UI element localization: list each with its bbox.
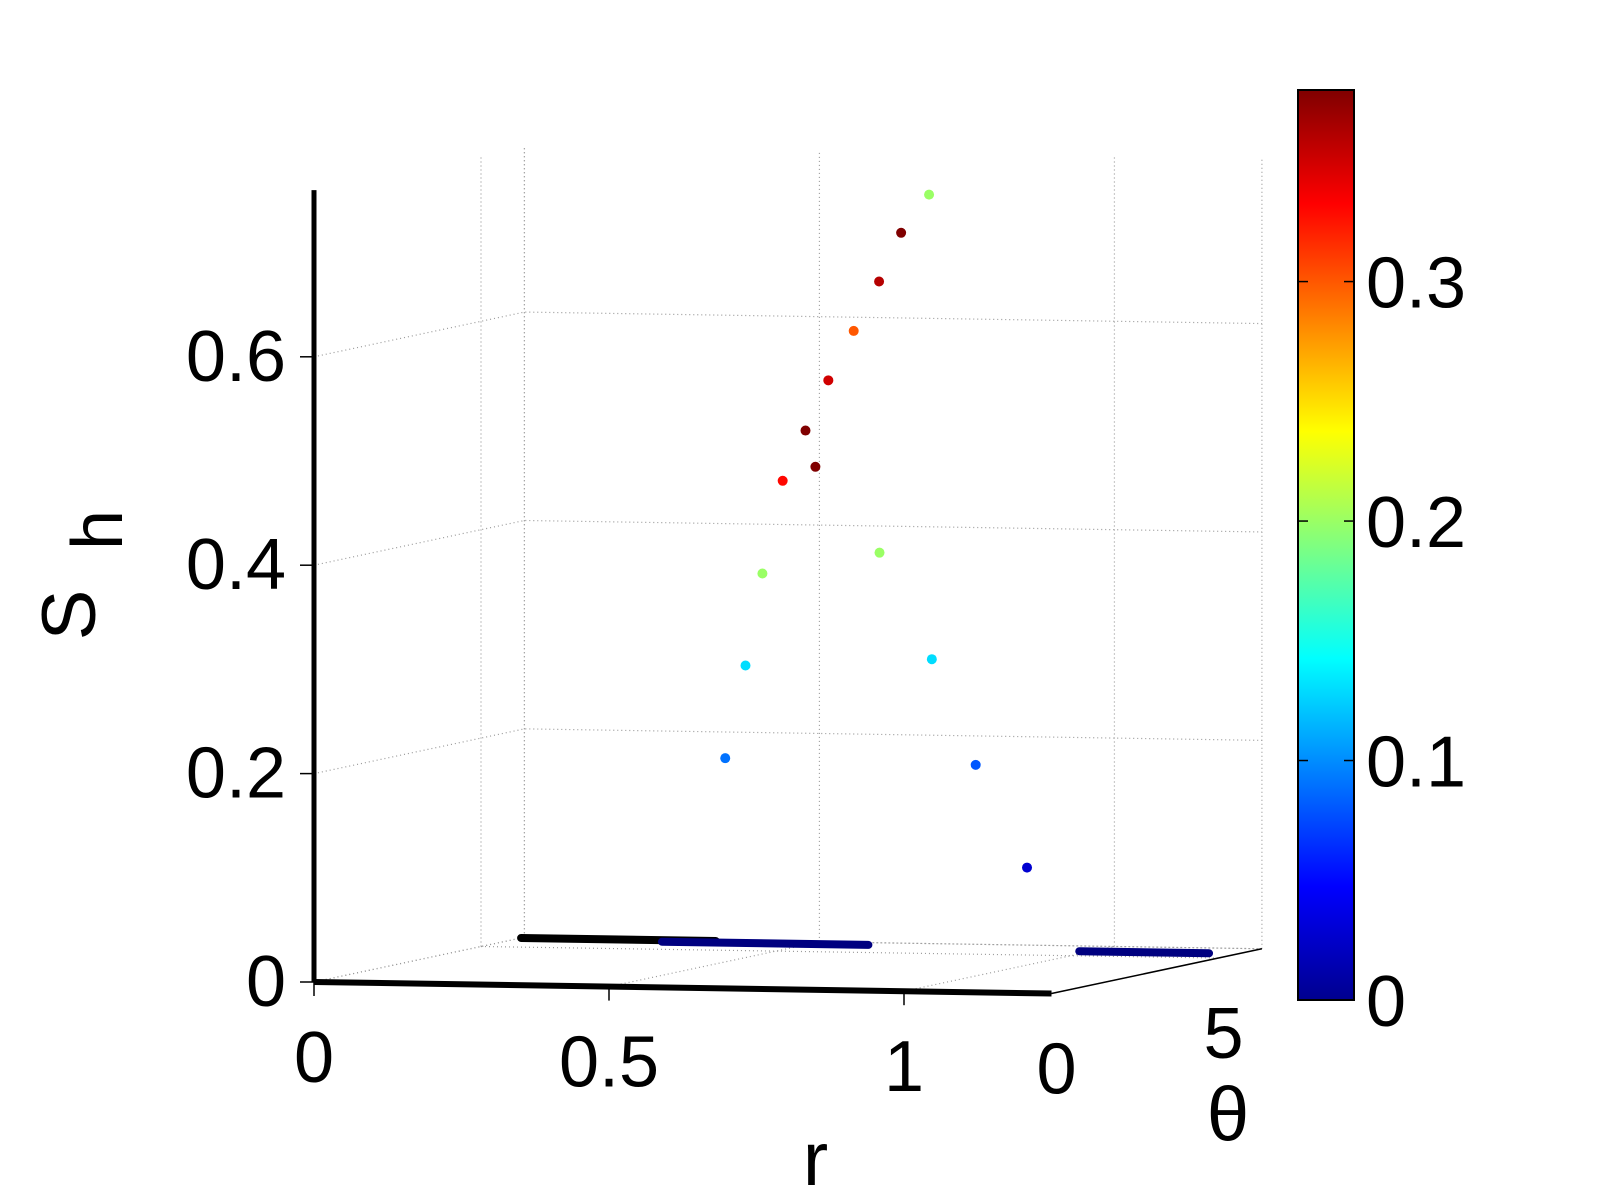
data-point: [777, 475, 788, 486]
x-tick-label: 1: [884, 1027, 924, 1107]
data-point: [896, 227, 907, 238]
x-axis-label: r: [803, 1117, 828, 1200]
z-axis-label-main: S: [27, 590, 112, 641]
r-baseline: [313, 979, 1052, 997]
tick-labels: 0 0.5 1 0 500.20.40.6: [186, 317, 1244, 1110]
data-point: [874, 276, 885, 287]
y-axis-line: [1051, 948, 1263, 995]
data-point: [810, 461, 821, 472]
grid-line-s: [313, 728, 1262, 775]
grid-line-s: [313, 519, 1262, 566]
colorbar-gradient: [1297, 89, 1355, 1001]
data-point: [823, 375, 834, 386]
z-axis-label-subscript: h: [58, 510, 138, 550]
base-line: [1075, 947, 1214, 958]
grid-lines: [313, 145, 1263, 995]
colorbar-tick-label: 0: [1366, 962, 1406, 1042]
colorbar: 0 0.1 0.2 0.3: [1297, 89, 1466, 1042]
data-point: [970, 759, 981, 770]
floor-grid-r: [608, 941, 820, 988]
colorbar-tick-label: 0.3: [1366, 244, 1466, 324]
floor-grid-theta: [480, 945, 1219, 959]
data-point: [757, 568, 768, 579]
z-tick-label: 0: [246, 942, 286, 1022]
data-point: [720, 753, 731, 764]
colorbar-tick-label: 0.2: [1366, 483, 1466, 563]
base-line: [657, 937, 873, 949]
z-axis-label: S h: [27, 510, 138, 640]
grid-line-s: [313, 311, 1262, 358]
x-tick-label: 0.5: [559, 1023, 659, 1103]
y-tick-label: 5: [1203, 994, 1243, 1074]
colorbar-tick-label: 0.1: [1366, 723, 1466, 803]
z-tick-label: 0.4: [186, 525, 286, 605]
data-point: [926, 654, 937, 665]
data-point: [874, 547, 885, 558]
z-tick-label: 0.6: [186, 317, 286, 397]
data-point: [800, 425, 811, 436]
z-tick-label: 0.2: [186, 734, 286, 814]
data-point: [740, 660, 751, 671]
data-point: [1022, 862, 1033, 873]
data-point: [924, 189, 935, 200]
data-point: [848, 325, 859, 336]
y-axis-label: θ: [1207, 1072, 1249, 1157]
axes: [311, 190, 1263, 997]
x-tick-label: 0: [294, 1018, 334, 1098]
floor-grid-r: [313, 936, 525, 983]
floor-grid-theta: [524, 936, 1262, 950]
y-tick-label: 0: [1036, 1030, 1076, 1110]
data-points: [720, 189, 1033, 873]
